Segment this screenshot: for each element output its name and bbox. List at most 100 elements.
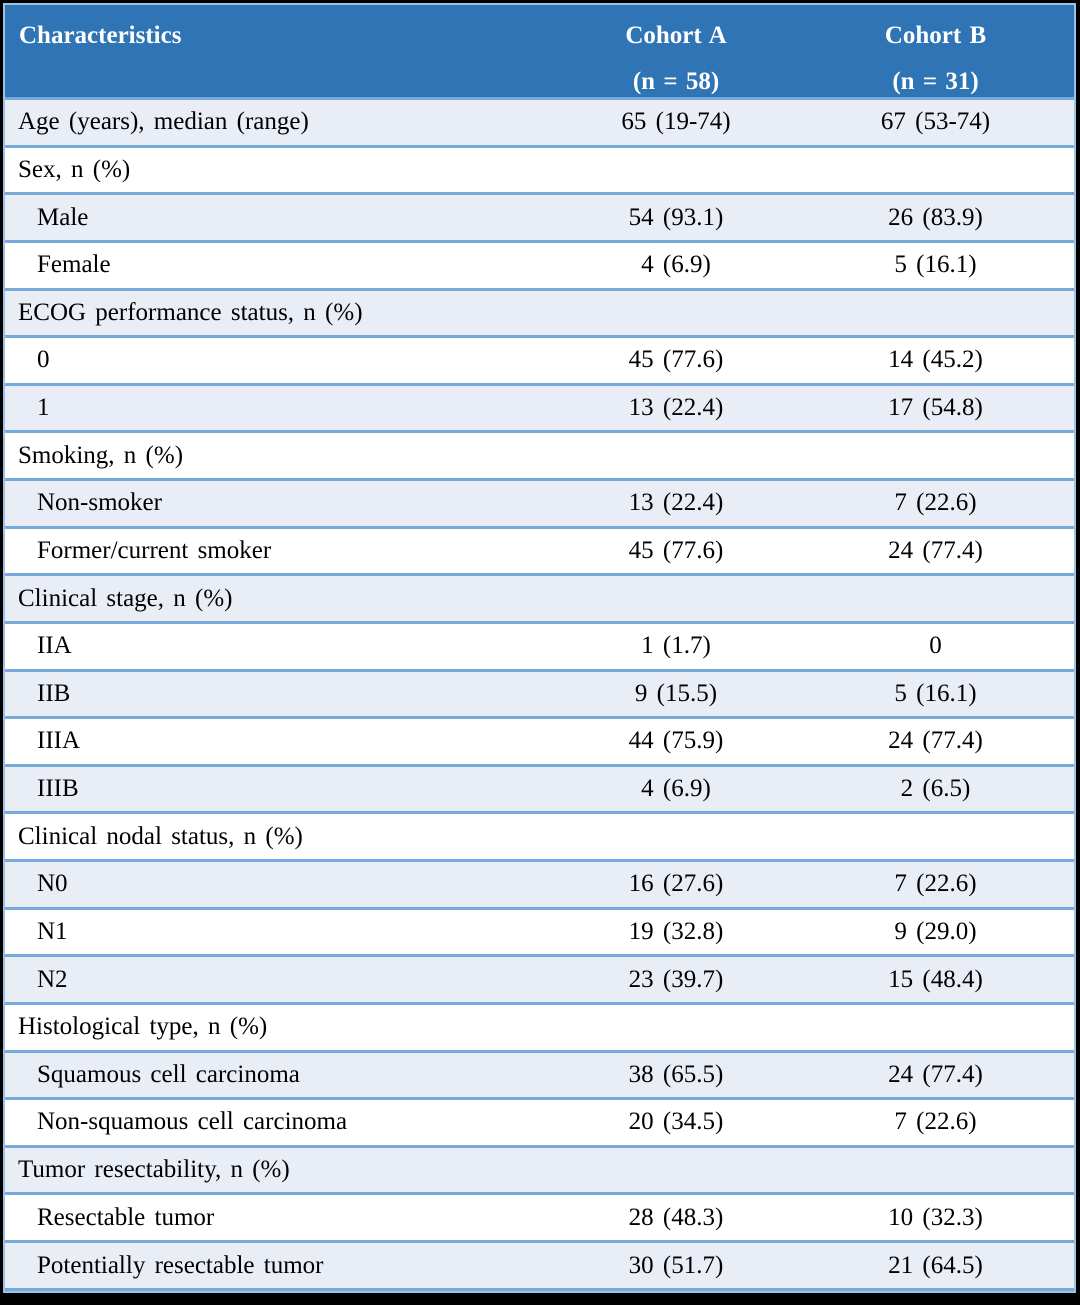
table-row: IIIB 4 (6.9) 2 (6.5) (5, 763, 1074, 813)
table-row: Potentially resectable tumor 30 (51.7) 21 … (5, 1240, 1074, 1291)
cohort-a-value: 13 (22.4) (555, 478, 797, 528)
row-label-category: ECOG performance status, n (%) (5, 287, 555, 337)
table-row: Smoking, n (%) (5, 430, 1074, 480)
cohort-b-value: 17 (54.8) (797, 382, 1074, 432)
cohort-a-value: 30 (51.7) (555, 1240, 797, 1291)
table-row: N0 16 (27.6) 7 (22.6) (5, 859, 1074, 909)
table-header: Characteristics Cohort A (n = 58) Cohort… (5, 5, 1074, 99)
column-header-cohort-b: Cohort B (n = 31) (797, 5, 1074, 99)
table-row: IIIA 44 (75.9) 24 (77.4) (5, 716, 1074, 766)
characteristics-table-container: Characteristics Cohort A (n = 58) Cohort… (3, 3, 1076, 1293)
row-label-category: Tumor resectability, n (%) (5, 1144, 555, 1194)
row-label-sub-item: N0 (5, 859, 555, 909)
cohort-a-value (555, 430, 797, 480)
row-label-sub-item: Non-smoker (5, 478, 555, 528)
table-row: Tumor resectability, n (%) (5, 1144, 1074, 1194)
cohort-b-value (797, 811, 1074, 861)
cohort-a-value: 9 (15.5) (555, 668, 797, 718)
row-label-category: Smoking, n (%) (5, 430, 555, 480)
row-label-sub-item: Squamous cell carcinoma (5, 1049, 555, 1099)
characteristics-table: Characteristics Cohort A (n = 58) Cohort… (5, 5, 1074, 1291)
cohort-b-n: (n = 31) (892, 68, 979, 95)
row-label-sub-item: Potentially resectable tumor (5, 1240, 555, 1291)
table-row: Male 54 (93.1) 26 (83.9) (5, 192, 1074, 242)
cohort-a-value: 4 (6.9) (555, 763, 797, 813)
cohort-b-value: 7 (22.6) (797, 1097, 1074, 1147)
table-row: Former/current smoker 45 (77.6) 24 (77.4) (5, 525, 1074, 575)
row-label-sub-item: IIIA (5, 716, 555, 766)
row-label-sub-item: N2 (5, 954, 555, 1004)
cohort-a-value: 19 (32.8) (555, 906, 797, 956)
cohort-b-value: 21 (64.5) (797, 1240, 1074, 1291)
row-label-sub-item: Male (5, 192, 555, 242)
cohort-a-value: 54 (93.1) (555, 192, 797, 242)
cohort-a-value: 1 (1.7) (555, 620, 797, 670)
table-row: 1 13 (22.4) 17 (54.8) (5, 382, 1074, 432)
column-header-cohort-a: Cohort A (n = 58) (555, 5, 797, 99)
cohort-a-value: 20 (34.5) (555, 1097, 797, 1147)
cohort-b-value (797, 573, 1074, 623)
table-row: Non-squamous cell carcinoma 20 (34.5) 7 (2… (5, 1097, 1074, 1147)
cohort-b-title: Cohort B (884, 22, 987, 49)
cohort-b-value: 2 (6.5) (797, 763, 1074, 813)
row-label-category: Clinical nodal status, n (%) (5, 811, 555, 861)
cohort-b-value: 7 (22.6) (797, 478, 1074, 528)
cohort-a-value: 13 (22.4) (555, 382, 797, 432)
cohort-a-value: 65 (19-74) (555, 97, 797, 147)
cohort-b-value: 24 (77.4) (797, 525, 1074, 575)
row-label-sub-item: Non-squamous cell carcinoma (5, 1097, 555, 1147)
row-label-category: Age (years), median (range) (5, 97, 555, 147)
table-row: Non-smoker 13 (22.4) 7 (22.6) (5, 478, 1074, 528)
row-label-category: Histological type, n (%) (5, 1001, 555, 1051)
cohort-b-value: 14 (45.2) (797, 335, 1074, 385)
cohort-a-value: 23 (39.7) (555, 954, 797, 1004)
table-row: Histological type, n (%) (5, 1001, 1074, 1051)
row-label-sub-item: Resectable tumor (5, 1192, 555, 1242)
table-row: N2 23 (39.7) 15 (48.4) (5, 954, 1074, 1004)
cohort-b-value: 67 (53-74) (797, 97, 1074, 147)
cohort-a-value (555, 144, 797, 194)
cohort-b-value: 5 (16.1) (797, 668, 1074, 718)
table-row: Clinical stage, n (%) (5, 573, 1074, 623)
table-row: Female 4 (6.9) 5 (16.1) (5, 239, 1074, 289)
cohort-b-value: 26 (83.9) (797, 192, 1074, 242)
table-row: IIA 1 (1.7) 0 (5, 620, 1074, 670)
table-row: N1 19 (32.8) 9 (29.0) (5, 906, 1074, 956)
table-row: Resectable tumor 28 (48.3) 10 (32.3) (5, 1192, 1074, 1242)
cohort-b-value: 10 (32.3) (797, 1192, 1074, 1242)
cohort-a-value: 16 (27.6) (555, 859, 797, 909)
cohort-b-value: 0 (797, 620, 1074, 670)
cohort-a-value (555, 1001, 797, 1051)
cohort-a-value (555, 1144, 797, 1194)
row-label-sub-item: IIIB (5, 763, 555, 813)
cohort-b-value (797, 1144, 1074, 1194)
row-label-sub-item: IIA (5, 620, 555, 670)
cohort-b-value: 5 (16.1) (797, 239, 1074, 289)
cohort-b-value (797, 1001, 1074, 1051)
cohort-b-value (797, 430, 1074, 480)
row-label-sub-item: 0 (5, 335, 555, 385)
row-label-category: Sex, n (%) (5, 144, 555, 194)
table-row: Clinical nodal status, n (%) (5, 811, 1074, 861)
cohort-a-title: Cohort A (625, 22, 727, 49)
table-row: Age (years), median (range) 65 (19-74) 67 … (5, 97, 1074, 147)
row-label-sub-item: Female (5, 239, 555, 289)
row-label-category: Clinical stage, n (%) (5, 573, 555, 623)
table-row: ECOG performance status, n (%) (5, 287, 1074, 337)
table-header-row: Characteristics Cohort A (n = 58) Cohort… (5, 5, 1074, 99)
cohort-a-value: 45 (77.6) (555, 525, 797, 575)
cohort-a-value: 45 (77.6) (555, 335, 797, 385)
table-body: Age (years), median (range) 65 (19-74) 67 … (5, 97, 1074, 1291)
cohort-a-value: 38 (65.5) (555, 1049, 797, 1099)
cohort-a-value (555, 573, 797, 623)
column-header-characteristics: Characteristics (5, 5, 555, 99)
row-label-sub-item: 1 (5, 382, 555, 432)
table-row: Sex, n (%) (5, 144, 1074, 194)
cohort-a-value (555, 811, 797, 861)
row-label-sub-item: IIB (5, 668, 555, 718)
cohort-b-value: 24 (77.4) (797, 1049, 1074, 1099)
cohort-a-value (555, 287, 797, 337)
cohort-b-value: 15 (48.4) (797, 954, 1074, 1004)
table-row: IIB 9 (15.5) 5 (16.1) (5, 668, 1074, 718)
